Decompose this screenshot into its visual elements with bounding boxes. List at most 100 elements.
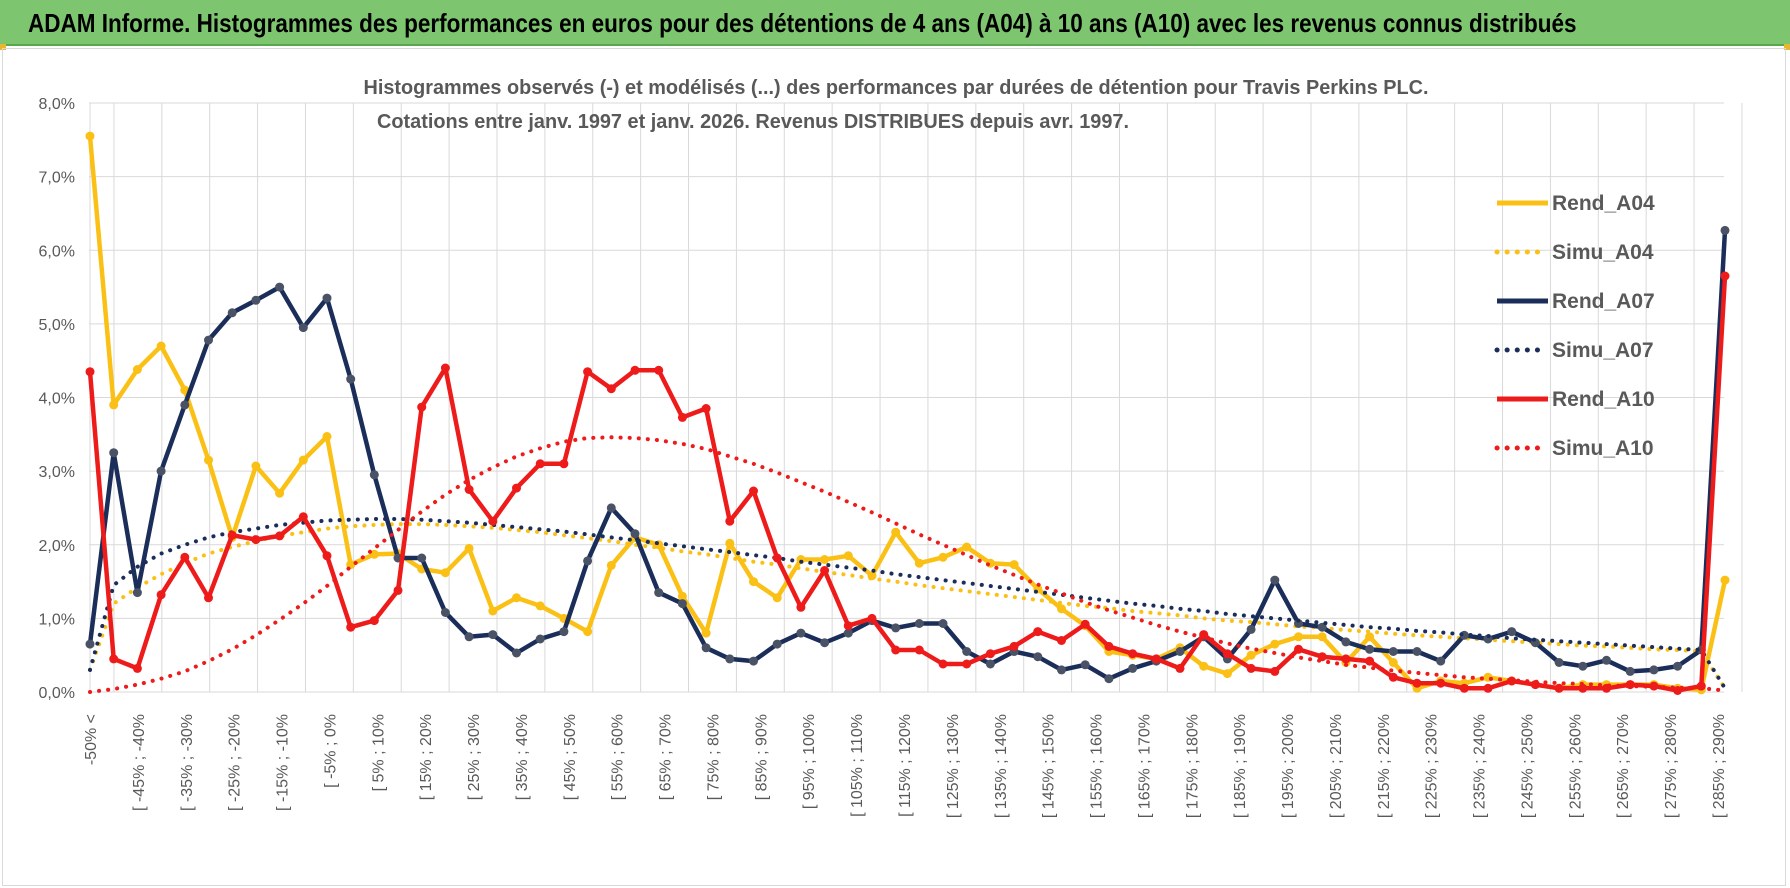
data-point bbox=[1412, 678, 1422, 688]
data-point bbox=[251, 535, 261, 545]
data-point bbox=[1009, 641, 1019, 651]
data-point bbox=[440, 363, 450, 373]
chart-legend: Rend_A04 Simu_A04 Rend_A07 Simu_A07 Rend_A10… bbox=[1494, 192, 1655, 460]
legend-label: Rend_A10 bbox=[1552, 388, 1655, 411]
data-point bbox=[132, 588, 142, 598]
data-point bbox=[512, 593, 521, 603]
data-point bbox=[962, 647, 972, 656]
data-point bbox=[749, 656, 758, 666]
x-tick-label: [ 95% ; 100% bbox=[801, 714, 818, 809]
x-tick-label: [ -35% ; -30% bbox=[179, 714, 196, 811]
data-point bbox=[1365, 632, 1375, 642]
data-point bbox=[606, 503, 616, 513]
x-tick-label: [ -25% ; -20% bbox=[227, 714, 244, 811]
x-tick-label: [ 15% ; 20% bbox=[418, 714, 435, 800]
x-tick-label: [ -45% ; -40% bbox=[131, 714, 148, 811]
data-point bbox=[677, 599, 687, 609]
chart-frame bbox=[2, 48, 1786, 886]
x-tick-label: [ 45% ; 50% bbox=[562, 714, 579, 800]
x-tick-label: [ -15% ; -10% bbox=[275, 714, 292, 811]
data-point bbox=[417, 402, 427, 412]
x-tick-label: [ 135% ; 140% bbox=[993, 714, 1010, 818]
legend-label: Rend_A04 bbox=[1552, 192, 1655, 215]
data-point bbox=[749, 577, 758, 587]
data-point bbox=[606, 384, 616, 394]
data-point bbox=[1128, 649, 1138, 659]
data-point bbox=[488, 516, 498, 526]
data-point bbox=[820, 638, 830, 648]
data-point bbox=[583, 556, 593, 566]
data-point bbox=[891, 527, 901, 537]
data-point bbox=[204, 335, 213, 345]
y-tick-label: 5,0% bbox=[39, 317, 75, 334]
data-point bbox=[298, 455, 308, 465]
data-point bbox=[1388, 672, 1398, 682]
data-point bbox=[109, 448, 119, 458]
data-point bbox=[891, 623, 901, 633]
data-point bbox=[914, 558, 924, 568]
chart-title-line2: Cotations entre janv. 1997 et janv. 2026… bbox=[377, 111, 1129, 133]
data-point bbox=[1507, 627, 1517, 637]
x-tick-label: [ 55% ; 60% bbox=[610, 714, 627, 800]
data-point bbox=[1104, 674, 1114, 684]
data-point bbox=[1246, 624, 1256, 634]
data-point bbox=[464, 485, 474, 494]
data-point bbox=[1270, 575, 1280, 585]
data-point bbox=[227, 308, 237, 318]
x-tick-label: [ 115% ; 120% bbox=[897, 714, 914, 817]
data-point bbox=[1649, 665, 1659, 675]
data-point bbox=[512, 648, 521, 658]
data-point bbox=[677, 412, 687, 422]
data-point bbox=[180, 400, 190, 410]
data-point bbox=[1270, 666, 1280, 676]
series-line-simu_a04 bbox=[88, 522, 1727, 691]
data-point bbox=[1294, 619, 1303, 628]
data-point bbox=[1317, 622, 1327, 632]
x-tick-label: [ 185% ; 190% bbox=[1232, 714, 1249, 818]
legend-label: Simu_A07 bbox=[1552, 339, 1654, 362]
data-point bbox=[1720, 271, 1730, 281]
series-line-rend_a04 bbox=[87, 135, 1728, 693]
data-point bbox=[985, 659, 995, 669]
data-point bbox=[985, 649, 995, 659]
data-point bbox=[109, 400, 119, 410]
data-point bbox=[132, 365, 142, 374]
data-point bbox=[1199, 661, 1209, 671]
data-point bbox=[322, 551, 332, 561]
data-point bbox=[464, 543, 474, 553]
x-tick-label: [ 85% ; 90% bbox=[753, 714, 770, 800]
chart-series bbox=[85, 131, 1730, 695]
data-point bbox=[843, 628, 853, 638]
data-point bbox=[1578, 683, 1588, 693]
data-point bbox=[1483, 683, 1493, 693]
x-tick-label: [ 155% ; 160% bbox=[1089, 714, 1106, 818]
legend-label: Simu_A10 bbox=[1552, 437, 1654, 460]
data-point bbox=[1151, 654, 1161, 664]
data-point bbox=[677, 591, 687, 601]
data-point bbox=[156, 341, 166, 351]
data-point bbox=[109, 654, 119, 664]
data-point bbox=[322, 432, 332, 441]
x-tick-label: [ 35% ; 40% bbox=[514, 714, 531, 800]
data-point bbox=[535, 601, 545, 611]
data-point bbox=[701, 643, 711, 653]
data-point bbox=[156, 590, 166, 600]
data-point bbox=[606, 560, 616, 570]
y-tick-label: 8,0% bbox=[39, 96, 75, 113]
data-point bbox=[85, 131, 95, 141]
data-point bbox=[1341, 637, 1351, 647]
series-line-rend_a07 bbox=[87, 230, 1728, 681]
x-tick-label: [ 285% ; 290% bbox=[1711, 714, 1728, 818]
data-point bbox=[938, 619, 948, 628]
data-point bbox=[1009, 560, 1019, 570]
y-tick-label: 4,0% bbox=[39, 391, 75, 408]
data-point bbox=[369, 470, 379, 480]
data-point bbox=[156, 466, 166, 476]
data-point bbox=[464, 632, 474, 642]
data-point bbox=[1246, 663, 1256, 673]
data-point bbox=[1104, 641, 1114, 651]
data-point bbox=[488, 606, 498, 616]
data-point bbox=[1365, 656, 1375, 666]
data-point bbox=[1033, 652, 1043, 662]
